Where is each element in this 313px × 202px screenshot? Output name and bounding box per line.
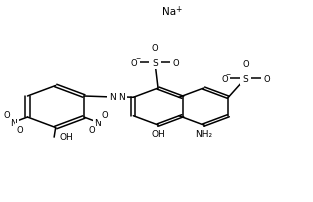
Text: S: S xyxy=(152,58,158,67)
Text: N: N xyxy=(109,93,115,102)
Text: O: O xyxy=(101,111,108,120)
Text: O: O xyxy=(263,74,270,83)
Text: N: N xyxy=(10,118,17,127)
Text: O: O xyxy=(242,60,249,69)
Text: −: − xyxy=(135,55,140,60)
Text: N: N xyxy=(95,118,101,127)
Text: S: S xyxy=(243,74,248,83)
Text: Na: Na xyxy=(162,7,176,17)
Text: −: − xyxy=(225,71,231,76)
Text: O: O xyxy=(221,74,228,83)
Text: NH₂: NH₂ xyxy=(195,129,212,138)
Text: O: O xyxy=(4,111,10,120)
Text: OH: OH xyxy=(59,132,73,141)
Text: O: O xyxy=(151,44,158,53)
Text: O: O xyxy=(131,58,137,67)
Text: +: + xyxy=(176,5,182,14)
Text: OH: OH xyxy=(151,129,165,138)
Text: N: N xyxy=(118,93,125,102)
Text: O: O xyxy=(17,125,23,134)
Text: O: O xyxy=(173,58,179,67)
Text: O: O xyxy=(88,125,95,134)
